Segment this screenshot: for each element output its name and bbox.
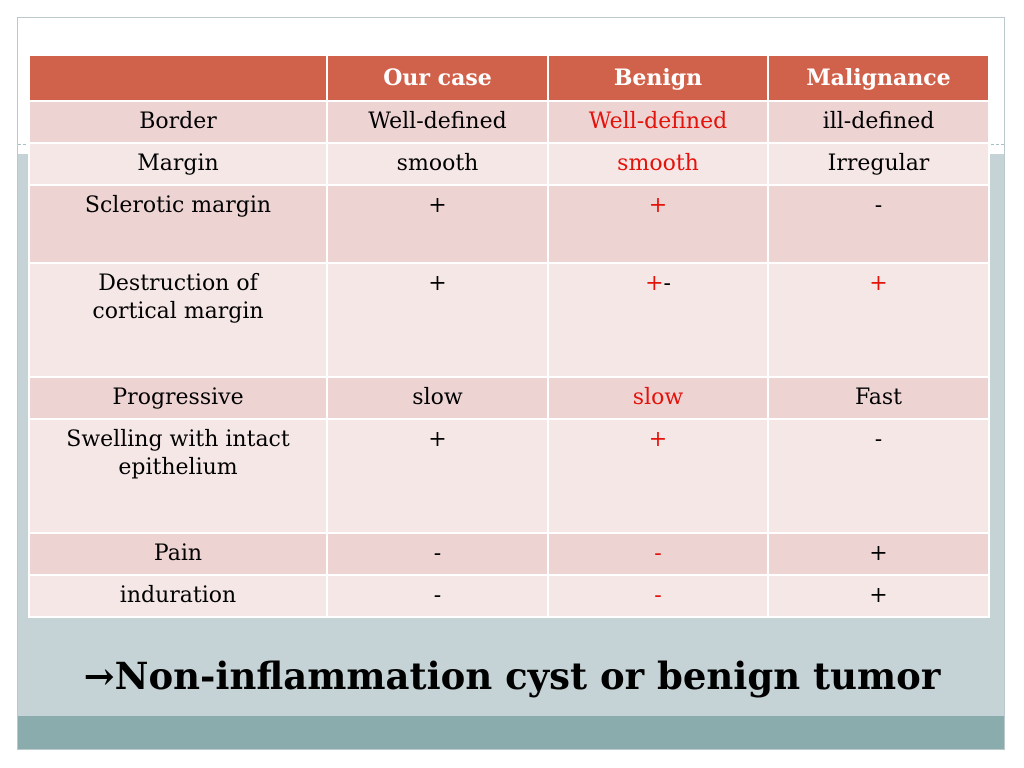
cell-benign: - bbox=[547, 574, 769, 618]
cell-our-case: - bbox=[326, 574, 549, 618]
row-label-line: Swelling with intact bbox=[66, 427, 290, 452]
cell-our-case: smooth bbox=[326, 142, 549, 186]
row-label: Border bbox=[28, 100, 328, 144]
cell-our-case: + bbox=[326, 418, 549, 534]
cell-malignance: ill-defined bbox=[767, 100, 990, 144]
cell-our-case: Well-defined bbox=[326, 100, 549, 144]
cell-malignance: Irregular bbox=[767, 142, 990, 186]
cell-malignance: + bbox=[767, 532, 990, 576]
cell-benign: +- bbox=[547, 262, 769, 378]
row-label-line: Destruction of bbox=[98, 271, 258, 296]
cell-malignance: + bbox=[767, 574, 990, 618]
comparison-table: Our case Benign Malignance Border Well-d… bbox=[28, 54, 990, 618]
cell-benign: - bbox=[547, 532, 769, 576]
cell-benign: Well-defined bbox=[547, 100, 769, 144]
cell-benign: + bbox=[547, 184, 769, 264]
header-cell-empty bbox=[28, 54, 328, 102]
table-row-margin: Margin smooth smooth Irregular bbox=[28, 142, 990, 186]
cell-malignance: Fast bbox=[767, 376, 990, 420]
header-cell-malignance: Malignance bbox=[767, 54, 990, 102]
table-row-swelling: Swelling with intact epithelium + + - bbox=[28, 418, 990, 534]
cell-malignance: - bbox=[767, 184, 990, 264]
cell-malignance: - bbox=[767, 418, 990, 534]
cell-our-case: + bbox=[326, 184, 549, 264]
cell-our-case: slow bbox=[326, 376, 549, 420]
row-label: Progressive bbox=[28, 376, 328, 420]
table-row-pain: Pain - - + bbox=[28, 532, 990, 576]
row-label: Destruction of cortical margin bbox=[28, 262, 328, 378]
cell-our-case: + bbox=[326, 262, 549, 378]
conclusion-text: →Non-inflammation cyst or benign tumor bbox=[83, 654, 941, 698]
row-label: Swelling with intact epithelium bbox=[28, 418, 328, 534]
row-label-line: epithelium bbox=[118, 455, 238, 480]
cell-our-case: - bbox=[326, 532, 549, 576]
benign-minus: - bbox=[663, 271, 671, 296]
header-cell-our-case: Our case bbox=[326, 54, 549, 102]
row-label: Sclerotic margin bbox=[28, 184, 328, 264]
header-cell-benign: Benign bbox=[547, 54, 769, 102]
table-row-sclerotic-margin: Sclerotic margin + + - bbox=[28, 184, 990, 264]
cell-benign: slow bbox=[547, 376, 769, 420]
row-label: induration bbox=[28, 574, 328, 618]
cell-benign: + bbox=[547, 418, 769, 534]
slide-bottom-band bbox=[18, 716, 1004, 749]
table-row-induration: induration - - + bbox=[28, 574, 990, 618]
benign-plus: + bbox=[645, 271, 664, 296]
table-row-destruction: Destruction of cortical margin + +- + bbox=[28, 262, 990, 378]
table-row-border: Border Well-defined Well-defined ill-def… bbox=[28, 100, 990, 144]
cell-benign: smooth bbox=[547, 142, 769, 186]
table-row-progressive: Progressive slow slow Fast bbox=[28, 376, 990, 420]
cell-malignance: + bbox=[767, 262, 990, 378]
row-label: Pain bbox=[28, 532, 328, 576]
row-label-line: cortical margin bbox=[92, 299, 264, 324]
row-label: Margin bbox=[28, 142, 328, 186]
table-header-row: Our case Benign Malignance bbox=[28, 54, 990, 102]
